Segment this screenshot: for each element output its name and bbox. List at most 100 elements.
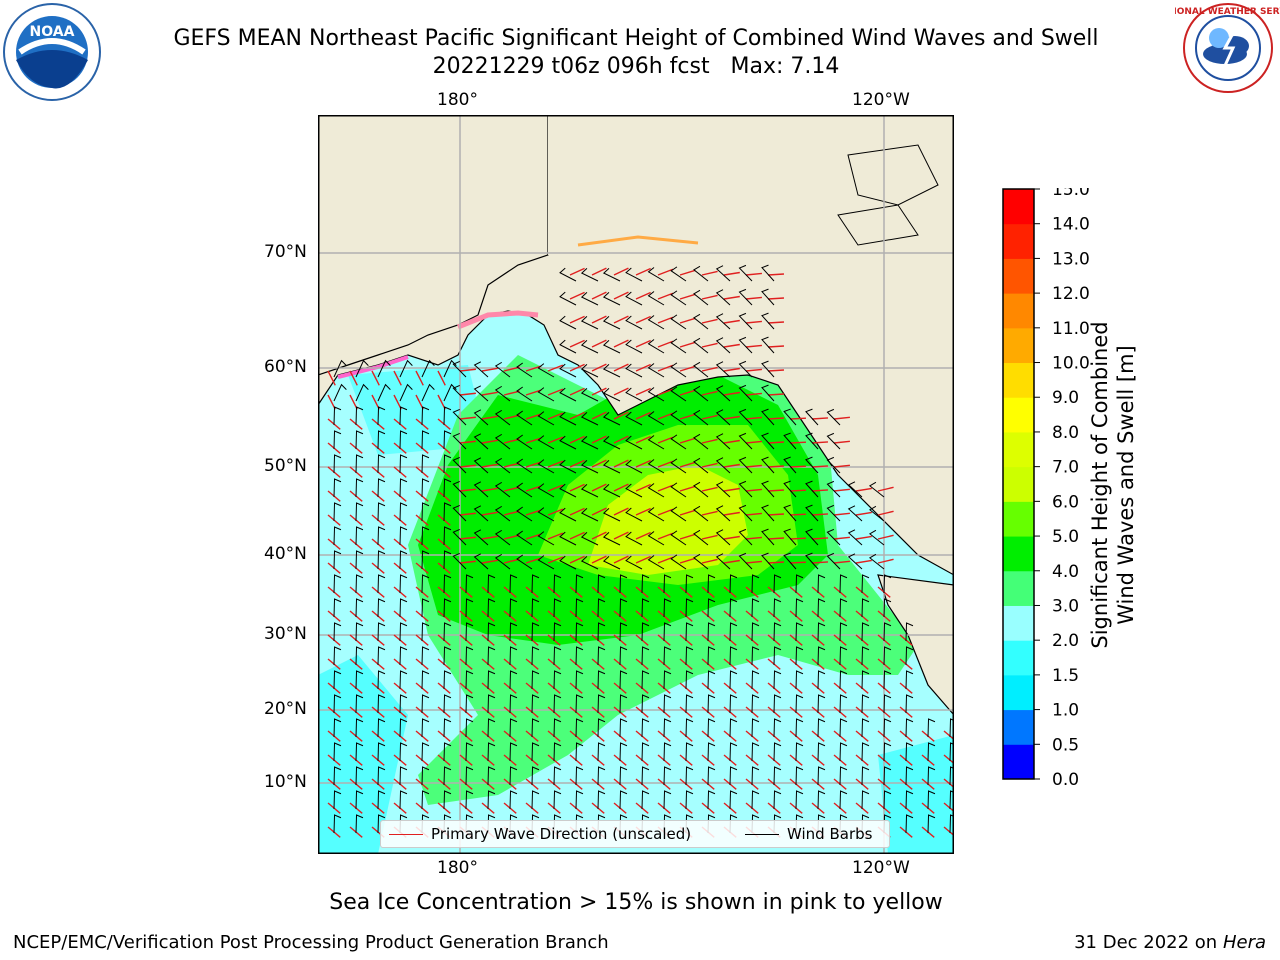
legend-barb-label: Wind Barbs xyxy=(787,825,873,843)
wind-barb xyxy=(663,718,672,738)
wave-direction-arrow xyxy=(723,535,740,540)
wind-barb xyxy=(693,505,709,522)
wind-barb xyxy=(647,459,665,474)
wave-direction-arrow xyxy=(481,367,498,372)
wave-direction-arrow xyxy=(833,440,850,444)
wave-direction-arrow xyxy=(789,441,807,444)
colorbar-swatch xyxy=(1003,327,1034,364)
colorbar-tick-label: 3.0 xyxy=(1052,596,1079,616)
wind-barb xyxy=(333,742,342,762)
wind-barb xyxy=(738,288,753,306)
wave-direction-arrow xyxy=(723,559,740,564)
wind-barb xyxy=(421,383,435,402)
wave-direction-arrow xyxy=(547,364,564,372)
wind-barb xyxy=(580,364,599,378)
wind-barb xyxy=(663,742,672,762)
wave-direction-arrow xyxy=(789,417,807,420)
wind-barb xyxy=(399,406,408,426)
wind-barb xyxy=(575,694,584,714)
wind-barb xyxy=(333,454,342,474)
wind-barb xyxy=(487,622,496,642)
wind-barb xyxy=(537,483,555,498)
wind-barb xyxy=(685,622,694,642)
wind-barb xyxy=(619,790,628,810)
wind-barb xyxy=(625,315,643,330)
wind-barb xyxy=(817,622,826,642)
wave-direction-arrow xyxy=(635,435,651,444)
wind-barb xyxy=(773,790,782,810)
wind-barb xyxy=(761,336,775,354)
wind-barb xyxy=(795,622,804,642)
colorbar-tick-label: 1.5 xyxy=(1052,666,1079,686)
wind-barb xyxy=(443,574,452,594)
wind-barb xyxy=(487,670,496,690)
colorbar-swatch xyxy=(1003,223,1034,259)
wind-barb xyxy=(487,718,496,738)
wave-direction-arrow xyxy=(613,459,629,468)
wind-barb xyxy=(826,432,841,450)
wave-direction-arrow xyxy=(591,555,607,564)
wind-barb xyxy=(647,531,665,546)
wind-barb xyxy=(559,555,577,570)
wind-barb xyxy=(333,766,342,786)
wind-barb xyxy=(355,742,364,762)
wave-direction-arrow xyxy=(503,438,520,444)
wave-direction-arrow xyxy=(635,555,651,564)
wind-barb xyxy=(377,550,386,570)
wind-barb xyxy=(333,694,342,714)
wind-barb xyxy=(619,718,628,738)
wind-barb xyxy=(783,408,797,426)
wind-barb xyxy=(905,646,914,666)
wave-direction-arrow xyxy=(459,416,476,420)
wind-barb xyxy=(465,694,474,714)
wave-direction-arrow xyxy=(767,417,785,420)
wind-barb xyxy=(949,742,954,762)
wind-barb xyxy=(693,337,709,354)
wind-barb xyxy=(905,790,914,810)
wave-direction-arrow xyxy=(833,536,850,540)
wind-barb xyxy=(399,598,408,618)
wind-barb xyxy=(355,526,364,546)
wind-barb xyxy=(602,483,621,498)
wind-barb xyxy=(399,526,408,546)
wind-barb xyxy=(729,694,738,714)
wave-direction-arrow xyxy=(833,416,850,420)
wave-direction-arrow xyxy=(459,368,476,372)
wind-barb xyxy=(473,481,489,498)
wind-barb xyxy=(421,430,430,450)
colorbar-label: Significant Height of Combined Wind Wave… xyxy=(1087,275,1139,695)
wind-barb xyxy=(883,790,892,810)
wind-barb xyxy=(537,555,555,570)
wind-barb xyxy=(641,622,650,642)
footer-host: Hera xyxy=(1222,932,1266,953)
wind-barb xyxy=(443,430,452,450)
wind-barb xyxy=(625,459,643,474)
wind-barb xyxy=(927,790,936,810)
wind-barb xyxy=(783,480,797,498)
wave-direction-arrow xyxy=(591,267,607,276)
wind-barb xyxy=(537,387,555,402)
wind-barb xyxy=(473,553,489,570)
wind-barb xyxy=(773,598,782,618)
wind-barb xyxy=(531,670,540,690)
wind-barb xyxy=(355,550,364,570)
wind-barb xyxy=(685,766,694,786)
wind-barb xyxy=(443,478,452,498)
wind-barb xyxy=(602,531,621,546)
colorbar-swatch xyxy=(1003,570,1034,606)
wind-barb xyxy=(663,670,672,690)
wave-direction-arrow xyxy=(657,412,674,420)
wind-barb xyxy=(377,526,386,546)
wind-barb xyxy=(795,598,804,618)
wave-direction-arrow xyxy=(767,345,785,348)
wind-barb xyxy=(355,646,364,666)
wave-direction-arrow xyxy=(723,295,740,300)
wind-barb xyxy=(531,742,540,762)
wind-barb xyxy=(465,742,474,762)
wind-barb xyxy=(817,694,826,714)
wind-barb xyxy=(883,742,892,762)
wave-direction-arrow xyxy=(745,296,762,300)
wind-barb xyxy=(738,432,753,450)
wind-barb xyxy=(602,459,621,474)
wave-direction-arrow xyxy=(569,459,585,468)
